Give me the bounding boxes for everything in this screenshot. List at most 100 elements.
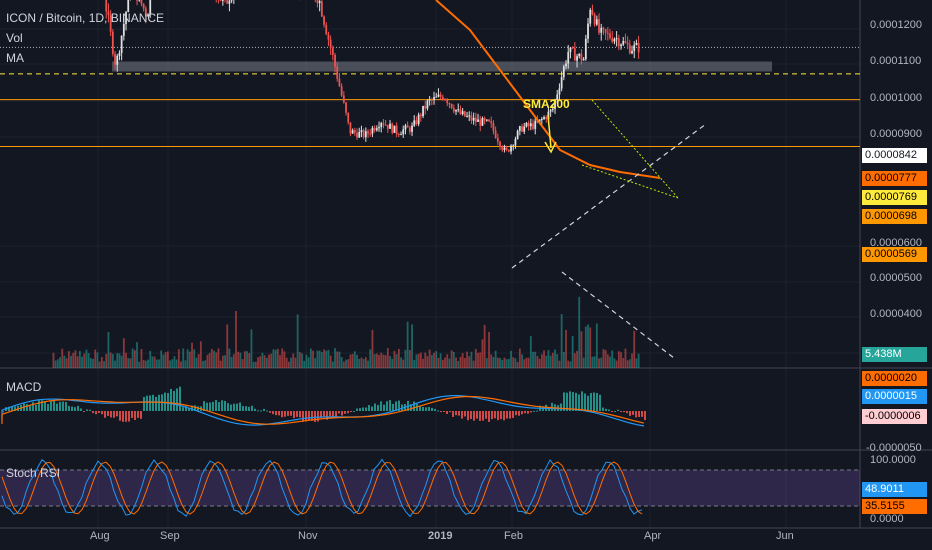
- volume-bar: [356, 354, 358, 368]
- candle-body: [406, 125, 409, 128]
- volume-bar: [74, 350, 77, 368]
- macd-histogram-bar: [578, 394, 580, 411]
- macd-histogram-bar: [116, 411, 118, 417]
- volume-bar: [483, 324, 486, 368]
- candle-body: [611, 37, 614, 42]
- candle-body: [362, 130, 365, 138]
- macd-histogram-bar: [212, 401, 214, 411]
- macd-histogram-bar: [221, 400, 223, 411]
- candle-body: [549, 109, 552, 112]
- volume-bar: [204, 360, 207, 368]
- candle-body: [505, 147, 508, 150]
- volume-bar: [606, 354, 609, 368]
- candle-body: [378, 127, 380, 129]
- volume-bar: [474, 348, 477, 368]
- volume-bar: [457, 361, 460, 368]
- volume-bar: [549, 355, 552, 368]
- candle-body: [584, 38, 587, 60]
- macd-histogram-bar: [128, 411, 130, 422]
- macd-histogram-bar: [32, 402, 34, 411]
- macd-histogram-bar: [167, 393, 169, 411]
- volume-bar: [217, 348, 220, 368]
- candle-body: [105, 0, 108, 12]
- volume-bar: [400, 357, 402, 368]
- candle-body: [587, 23, 589, 39]
- candle-body: [219, 0, 222, 1]
- candle-body: [613, 38, 616, 42]
- macd-histogram-bar: [35, 404, 37, 411]
- volume-bar: [501, 359, 504, 368]
- candle-body: [628, 44, 631, 54]
- volume-bar: [100, 357, 103, 368]
- sma200-price-tag: 0.0000777: [862, 171, 927, 186]
- volume-bar: [558, 360, 561, 368]
- candle-body: [353, 130, 356, 133]
- candle-body: [503, 147, 506, 150]
- volume-bar: [338, 351, 341, 368]
- volume-bar: [604, 349, 607, 368]
- volume-bar: [235, 311, 237, 368]
- macd-histogram-bar: [422, 406, 424, 411]
- candle-body: [529, 123, 532, 127]
- volume-bar: [281, 348, 284, 368]
- candle-body: [556, 94, 559, 100]
- volume-bar: [193, 349, 196, 368]
- macd-histogram-bar: [269, 411, 271, 413]
- volume-bar: [305, 354, 308, 368]
- macd-histogram-bar: [356, 408, 358, 411]
- volume-bar: [485, 358, 488, 368]
- volume-bar: [213, 350, 215, 368]
- stoch-rsi-label: Stoch RSI: [6, 466, 61, 480]
- volume-bar: [437, 357, 440, 368]
- candle-body: [371, 127, 374, 134]
- volume-bar: [582, 357, 585, 368]
- candle-body: [221, 0, 224, 1]
- macd-histogram-bar: [152, 394, 154, 411]
- candle-body: [609, 33, 611, 38]
- volume-bar: [595, 323, 598, 368]
- macd-histogram-bar: [467, 411, 469, 421]
- macd-histogram-bar: [134, 411, 136, 420]
- macd-histogram-bar: [317, 411, 319, 422]
- macd-histogram-bar: [368, 405, 370, 411]
- macd-histogram-bar: [53, 400, 55, 411]
- macd-histogram-bar: [191, 405, 193, 411]
- volume-bar: [351, 353, 354, 368]
- volume-bar: [536, 356, 539, 368]
- candle-body: [380, 123, 383, 128]
- candle-body: [444, 99, 446, 101]
- candle-body: [580, 53, 583, 61]
- macd-histogram-bar: [560, 403, 562, 411]
- candle-body: [582, 59, 585, 61]
- macd-histogram-bar: [59, 401, 61, 411]
- candle-body: [483, 118, 486, 121]
- support-zone: [112, 61, 772, 72]
- macd-histogram-bar: [74, 407, 76, 411]
- macd-histogram-bar: [65, 402, 67, 411]
- volume-bar: [76, 356, 79, 368]
- macd-histogram-bar: [626, 411, 628, 414]
- candle-body: [499, 141, 501, 147]
- volume-bar: [138, 361, 141, 368]
- macd-histogram-bar: [107, 411, 109, 416]
- macd-histogram-bar: [350, 411, 352, 412]
- volume-bar: [169, 360, 171, 368]
- volume-bar: [358, 358, 361, 368]
- candle-body: [125, 12, 127, 24]
- macd-histogram-bar: [614, 410, 616, 412]
- volume-bar: [633, 330, 636, 368]
- volume-bar: [554, 349, 556, 368]
- volume-bar: [543, 350, 545, 368]
- macd-histogram-bar: [203, 401, 205, 411]
- volume-bar: [202, 361, 204, 368]
- candle-body: [527, 122, 530, 127]
- volume-bar: [215, 352, 218, 368]
- macd-histogram-bar: [482, 411, 484, 421]
- volume-bar: [140, 348, 143, 368]
- volume-bar: [206, 354, 209, 368]
- macd-histogram-bar: [290, 411, 292, 416]
- macd-histogram-bar: [98, 411, 100, 413]
- volume-bar: [507, 358, 510, 368]
- macd-histogram-bar: [389, 400, 391, 411]
- volume-bar: [446, 354, 449, 368]
